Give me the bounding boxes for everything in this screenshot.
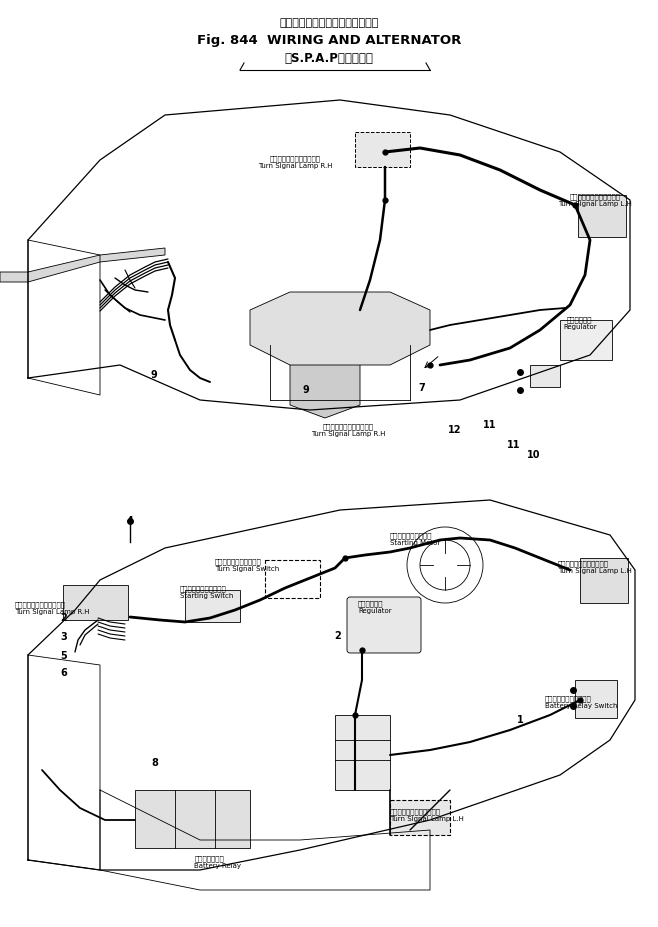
FancyBboxPatch shape xyxy=(560,320,612,360)
FancyBboxPatch shape xyxy=(580,558,628,603)
FancyBboxPatch shape xyxy=(347,597,421,653)
FancyBboxPatch shape xyxy=(335,715,390,790)
Text: 10: 10 xyxy=(527,450,541,460)
Text: 1: 1 xyxy=(517,715,523,725)
Text: 5: 5 xyxy=(61,651,67,661)
FancyBboxPatch shape xyxy=(355,132,410,167)
FancyBboxPatch shape xyxy=(575,680,617,718)
Text: ターンシグナルランプ左側
Turn Signal Lamp L.H: ターンシグナルランプ左側 Turn Signal Lamp L.H xyxy=(558,193,632,207)
Text: バッテリリレースイッチ
Battery Relay Switch: バッテリリレースイッチ Battery Relay Switch xyxy=(545,695,617,708)
FancyBboxPatch shape xyxy=(185,590,240,622)
Text: ターンシグナルランプ右側
Turn Signal Lamp R.H: ターンシグナルランプ右側 Turn Signal Lamp R.H xyxy=(311,423,385,437)
Text: 2: 2 xyxy=(335,631,342,641)
Text: ターンシグナルランプ左側
Turn Signal Lamp L.H: ターンシグナルランプ左側 Turn Signal Lamp L.H xyxy=(558,560,632,574)
Text: レギュレータ
Regulator: レギュレータ Regulator xyxy=(563,316,597,330)
FancyBboxPatch shape xyxy=(63,585,128,620)
Polygon shape xyxy=(250,292,430,365)
Text: 3: 3 xyxy=(61,632,67,642)
Text: ターンシグナルスイッチ
Turn Signal Switch: ターンシグナルスイッチ Turn Signal Switch xyxy=(215,558,279,572)
Text: （S.P.A.P装備車用）: （S.P.A.P装備車用） xyxy=(284,52,374,65)
Text: 9: 9 xyxy=(303,385,309,395)
Text: 11: 11 xyxy=(507,440,520,450)
Text: 9: 9 xyxy=(151,370,157,380)
Text: ターンシグナルランプ右側
Turn Signal Lamp R.H: ターンシグナルランプ右側 Turn Signal Lamp R.H xyxy=(15,601,89,615)
Polygon shape xyxy=(290,317,360,418)
Text: バッテリリレー
Battery Relay: バッテリリレー Battery Relay xyxy=(195,855,241,869)
Text: ワイヤリングおよびオルタネータ: ワイヤリングおよびオルタネータ xyxy=(279,18,379,28)
FancyBboxPatch shape xyxy=(530,365,560,387)
Text: 2: 2 xyxy=(61,613,67,623)
Text: 12: 12 xyxy=(448,425,462,435)
FancyBboxPatch shape xyxy=(578,195,626,237)
Text: スターティングスイッチ
Starting Switch: スターティングスイッチ Starting Switch xyxy=(180,585,234,599)
Text: 7: 7 xyxy=(418,383,425,393)
Text: レギュレータ
Regulator: レギュレータ Regulator xyxy=(358,600,392,614)
Text: ターンシグナルランプ右側
Turn Signal Lamp R.H: ターンシグナルランプ右側 Turn Signal Lamp R.H xyxy=(258,155,332,169)
Text: ターンシグナルランプ左側
Turn Signal Lamp L.H: ターンシグナルランプ左側 Turn Signal Lamp L.H xyxy=(390,808,464,821)
FancyBboxPatch shape xyxy=(390,800,450,835)
Text: 11: 11 xyxy=(483,420,497,430)
Text: Fig. 844  WIRING AND ALTERNATOR: Fig. 844 WIRING AND ALTERNATOR xyxy=(197,34,461,47)
Text: 4: 4 xyxy=(126,516,134,526)
Text: 6: 6 xyxy=(61,668,67,678)
Polygon shape xyxy=(0,248,165,282)
Text: スターティングモータ
Starting Motor: スターティングモータ Starting Motor xyxy=(390,532,440,546)
Text: 8: 8 xyxy=(151,758,159,768)
FancyBboxPatch shape xyxy=(135,790,250,848)
